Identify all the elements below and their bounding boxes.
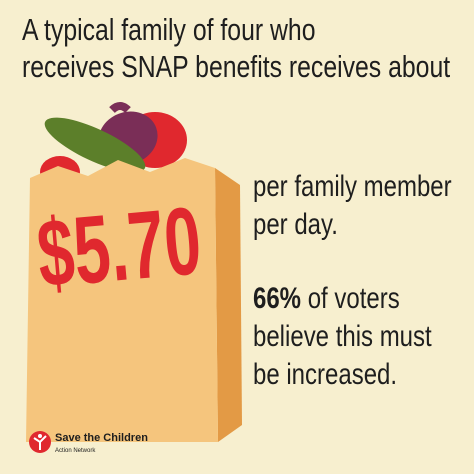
poll-figure: 66% xyxy=(253,280,301,314)
poll-line: be increased. xyxy=(253,356,397,390)
logo-name: Save the Children xyxy=(55,432,148,444)
per-line: per family member xyxy=(253,168,452,202)
poll-rest: of voters xyxy=(301,280,400,314)
per-text: per family member per day. xyxy=(253,168,452,240)
bag-front xyxy=(26,158,218,442)
headline-line: receives SNAP benefits receives about xyxy=(22,49,450,83)
logo-sub: Action Network xyxy=(55,448,96,454)
poll-text: 66% of voters believe this must be incre… xyxy=(253,280,432,390)
poll-line: 66% of voters xyxy=(253,280,400,314)
cucumber xyxy=(44,117,146,173)
poll-line: believe this must xyxy=(253,318,432,352)
bag-side xyxy=(215,168,242,442)
amount: $5.70 xyxy=(33,188,205,308)
logo-head xyxy=(38,434,42,438)
eggplant-stem xyxy=(109,102,131,113)
headline-line: A typical family of four who xyxy=(22,12,315,46)
amount-group: $5.70 xyxy=(33,188,205,308)
groceries xyxy=(40,102,187,188)
per-line: per day. xyxy=(253,206,338,240)
logo: Save the Children Action Network xyxy=(29,431,148,454)
logo-figure xyxy=(33,435,47,450)
headline: A typical family of four who receives SN… xyxy=(22,12,450,83)
